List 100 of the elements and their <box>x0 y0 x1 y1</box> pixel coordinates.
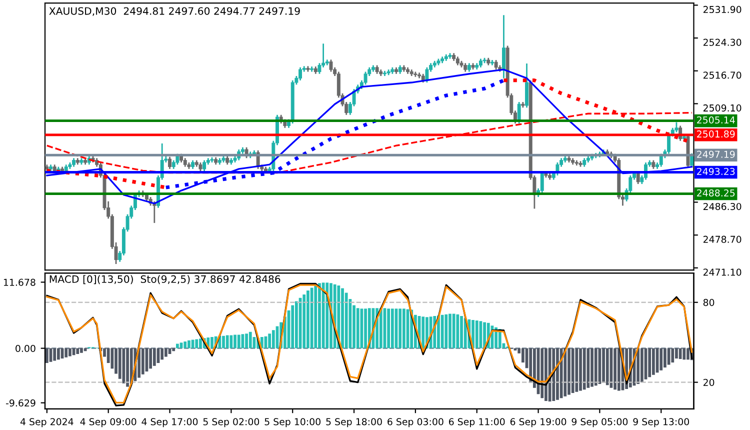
x-tick-label: 4 Sep 09:00 <box>80 418 136 428</box>
ref-line-label: 2497.19 <box>697 150 735 158</box>
bar <box>387 308 390 348</box>
bar <box>80 348 83 353</box>
bar <box>582 348 586 390</box>
y-tick-label: 2509.10 <box>703 104 742 112</box>
bar <box>126 348 129 387</box>
bar <box>314 284 318 348</box>
x-tick-label: 5 Sep 02:00 <box>203 418 260 428</box>
bar <box>226 335 229 348</box>
bar <box>452 314 456 348</box>
y2-tick-label: 80 <box>703 298 714 306</box>
bar <box>422 316 425 348</box>
y-tick-label: 2486.30 <box>703 202 742 210</box>
bar <box>571 348 574 394</box>
chart-title: XAUUSD,M30 2494.81 2497.60 2494.77 2497.19 <box>49 7 300 16</box>
bar <box>568 348 570 395</box>
bar <box>444 314 448 348</box>
y-tick-label: 0.00 <box>16 344 36 352</box>
y-tick-label: 2471.10 <box>703 268 742 276</box>
x-tick-label: 4 Sep 2024 <box>20 418 74 428</box>
bar <box>149 348 152 369</box>
bar <box>160 348 164 360</box>
bar <box>398 308 402 348</box>
x-tick-label: 5 Sep 10:00 <box>264 418 320 428</box>
bar <box>176 344 179 348</box>
bar <box>195 339 198 348</box>
bar <box>230 335 233 348</box>
bar <box>617 348 620 391</box>
bar <box>440 314 444 348</box>
x-tick-label: 6 Sep 19:00 <box>510 418 566 428</box>
bar <box>460 316 463 348</box>
bar <box>53 348 56 361</box>
bar <box>272 330 275 348</box>
bar <box>686 348 690 360</box>
y-tick-label: 2524.30 <box>703 38 742 46</box>
bar <box>210 336 214 348</box>
bar <box>652 348 655 375</box>
bar <box>483 322 486 348</box>
bar <box>295 301 298 348</box>
y-tick-label: -9.629 <box>6 399 36 407</box>
bar <box>164 348 168 357</box>
x-tick-label: 6 Sep 11:00 <box>449 418 505 428</box>
bar <box>402 308 406 348</box>
bar <box>379 308 382 348</box>
bar <box>560 348 563 398</box>
bar <box>180 342 183 348</box>
x-tick-label: 9 Sep 05:00 <box>572 418 628 428</box>
bar <box>172 348 176 352</box>
bar <box>540 348 544 398</box>
bar <box>364 308 367 348</box>
bar <box>152 348 156 366</box>
bar <box>356 308 360 348</box>
bar <box>544 348 548 401</box>
bar <box>678 348 682 360</box>
bar <box>602 348 605 383</box>
bar <box>245 334 248 348</box>
bar <box>344 292 348 348</box>
bar <box>302 294 306 348</box>
bar <box>306 290 310 348</box>
y-tick-label: 2531.90 <box>703 6 742 14</box>
y-tick-label: 2478.70 <box>703 236 742 243</box>
bar <box>682 348 686 360</box>
bar <box>590 348 594 387</box>
x-tick-label: 9 Sep 13:00 <box>633 418 690 428</box>
chart-title: MACD [0](13,50) Sto(9,2,5) 37.8697 42.8486 <box>50 275 280 284</box>
bar <box>222 336 225 348</box>
bar <box>456 314 460 348</box>
bar <box>199 338 202 348</box>
bar <box>614 348 616 390</box>
bar <box>594 348 598 386</box>
bar <box>664 348 666 368</box>
bar <box>248 332 252 348</box>
bar <box>318 283 321 348</box>
bar <box>579 348 582 391</box>
bar <box>552 348 556 401</box>
x-tick-label: 6 Sep 03:00 <box>388 418 444 428</box>
bar <box>675 348 678 358</box>
bar <box>648 348 652 378</box>
bar <box>448 314 452 348</box>
x-tick-label: 5 Sep 18:00 <box>326 418 382 428</box>
bar <box>237 334 240 348</box>
bar <box>341 288 344 348</box>
bar <box>575 348 578 392</box>
bar <box>64 348 68 358</box>
bar <box>660 348 663 370</box>
y-tick-label: 2516.70 <box>703 72 742 79</box>
bar <box>45 348 48 364</box>
bar <box>671 348 674 362</box>
ref-line-label: 2505.14 <box>697 116 735 124</box>
bar <box>390 308 394 348</box>
bar <box>475 320 478 348</box>
bar <box>556 348 559 400</box>
ref-line-label: 2493.23 <box>697 168 735 175</box>
bar <box>68 348 72 356</box>
bar <box>234 334 236 348</box>
y2-tick-label: 20 <box>703 378 714 386</box>
bar <box>184 342 187 348</box>
bar <box>268 334 272 348</box>
bar <box>56 348 60 360</box>
